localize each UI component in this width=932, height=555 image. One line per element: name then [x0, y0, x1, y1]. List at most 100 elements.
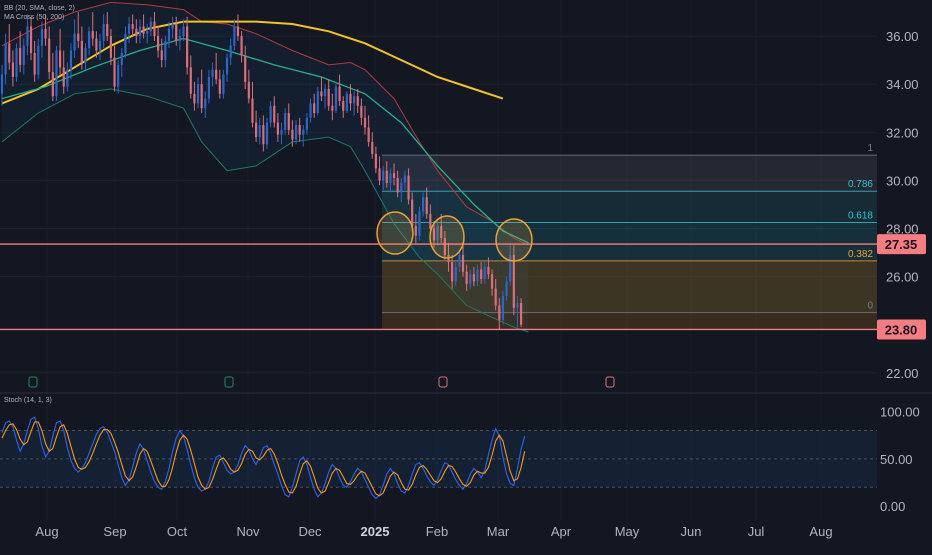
- fib-retracement[interactable]: 1 0.786 0.618 0.382 0: [382, 143, 877, 330]
- candle-body: [95, 38, 98, 51]
- candles: [0, 12, 523, 330]
- candle-body: [327, 88, 330, 106]
- candle-body: [316, 91, 319, 114]
- candle: [498, 298, 501, 330]
- candle-body: [309, 103, 312, 118]
- candle-body: [69, 50, 73, 70]
- candle-body: [389, 173, 392, 183]
- candle: [51, 52, 54, 102]
- candle-body: [407, 175, 410, 200]
- candle: [494, 278, 497, 311]
- candle: [316, 86, 319, 116]
- candle-body: [273, 105, 276, 123]
- horizontal-levels[interactable]: 27.35 23.80: [0, 234, 926, 340]
- candle-body: [480, 269, 483, 279]
- candle: [225, 52, 229, 82]
- candle: [291, 120, 294, 147]
- candle-body: [265, 122, 269, 145]
- candle: [40, 21, 44, 58]
- candle: [244, 45, 247, 89]
- candle: [458, 250, 461, 272]
- candle: [58, 28, 62, 75]
- candle: [204, 91, 207, 118]
- stochastic-pane: [0, 416, 877, 500]
- candle: [353, 91, 356, 116]
- ma-legend-label[interactable]: MA Cross (50, 200): [4, 14, 65, 21]
- candle: [138, 19, 142, 44]
- candle: [171, 16, 174, 39]
- candle: [400, 177, 403, 203]
- candle: [182, 19, 185, 41]
- candle-body: [189, 67, 192, 94]
- candle-body: [62, 67, 65, 87]
- candle: [443, 230, 446, 260]
- bb-legend-label[interactable]: BB (20, SMA, close, 2): [4, 5, 75, 12]
- candle: [392, 163, 396, 186]
- stoch-legend-label[interactable]: Stoch (14, 1, 3): [4, 397, 52, 404]
- candle: [334, 81, 338, 114]
- candle: [66, 62, 69, 92]
- ma200-line: [1, 20, 504, 105]
- price-label-bg-upper: [877, 234, 926, 255]
- earnings-events[interactable]: [28, 376, 615, 388]
- candle: [149, 16, 152, 37]
- candle: [516, 295, 519, 328]
- candle: [284, 108, 287, 135]
- candle-body: [505, 281, 508, 296]
- candle: [505, 276, 508, 301]
- candle-body: [396, 177, 399, 193]
- candle-body: [55, 50, 58, 97]
- candle: [280, 122, 283, 145]
- candle-body: [382, 170, 385, 181]
- candle-body: [284, 113, 287, 130]
- candle-body: [262, 125, 265, 145]
- candle: [472, 266, 475, 287]
- candle-body: [66, 69, 69, 87]
- candle: [4, 33, 7, 85]
- candle: [440, 214, 443, 243]
- candle-body: [501, 295, 505, 320]
- candle-body: [138, 26, 142, 37]
- fib-label-0.382: 0.382: [848, 249, 873, 260]
- x-tick-label: 2025: [361, 524, 390, 539]
- candle-body: [418, 211, 421, 236]
- candle: [102, 14, 105, 49]
- candle-body: [204, 98, 207, 109]
- candle-body: [323, 88, 327, 97]
- candle: [258, 117, 261, 145]
- candle: [156, 26, 160, 58]
- candle-body: [342, 101, 345, 111]
- candle-body: [374, 153, 377, 169]
- candle-body: [400, 182, 403, 193]
- candle-body: [251, 98, 254, 123]
- candle: [287, 103, 290, 135]
- candle-body: [182, 26, 185, 37]
- fib-zone-base: [382, 312, 877, 330]
- candle-body: [149, 21, 152, 32]
- candle-body: [494, 288, 497, 306]
- candle: [164, 36, 167, 68]
- candle-body: [22, 45, 25, 65]
- candle-body: [356, 96, 359, 106]
- candle-body: [512, 254, 515, 308]
- candle-body: [106, 24, 109, 37]
- fib-label-0.618: 0.618: [848, 210, 873, 221]
- candle: [95, 31, 98, 58]
- candle-body: [385, 170, 388, 183]
- candle-body: [236, 26, 240, 37]
- candle: [62, 50, 65, 94]
- candle: [196, 76, 200, 109]
- candle: [106, 12, 109, 41]
- candle: [302, 125, 305, 147]
- candle-body: [363, 117, 367, 128]
- candle: [160, 38, 163, 68]
- candle: [501, 290, 505, 325]
- earnings-event-icon: [28, 376, 38, 388]
- circle-markers[interactable]: [376, 211, 533, 262]
- candle: [0, 64, 4, 106]
- candle-body: [156, 36, 160, 51]
- candle: [294, 120, 298, 145]
- candle-body: [58, 50, 62, 68]
- candle: [15, 43, 18, 82]
